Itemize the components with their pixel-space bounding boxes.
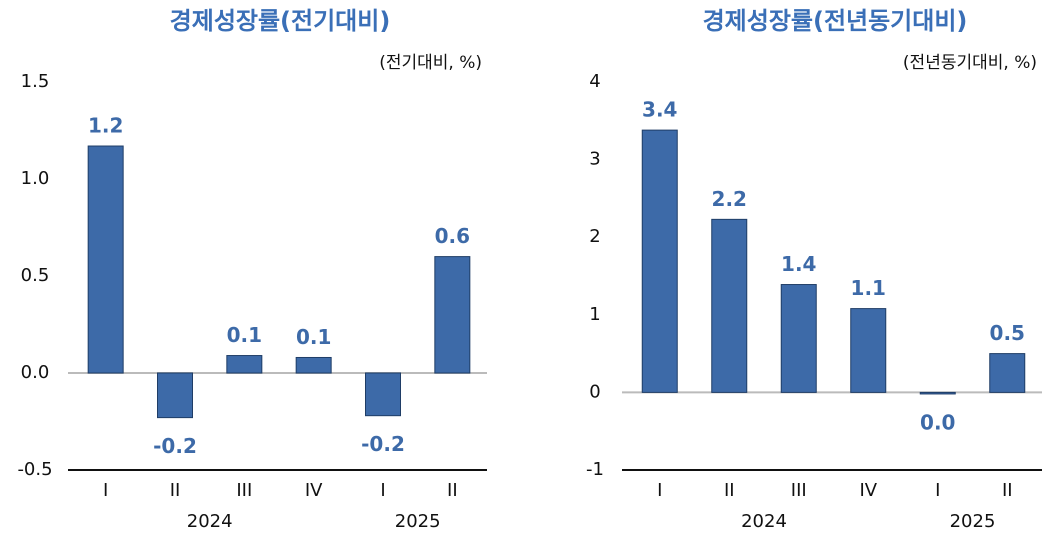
- y-tick-label: -1: [586, 459, 604, 480]
- bar: [780, 284, 817, 393]
- x-tick-label: I: [103, 480, 108, 501]
- data-label: 0.5: [990, 321, 1025, 345]
- x-group-label: 2024: [741, 511, 787, 532]
- x-tick-label: I: [657, 480, 662, 501]
- data-label: 1.2: [88, 114, 123, 138]
- x-tick-label: III: [236, 480, 252, 501]
- bar: [850, 308, 887, 393]
- bar: [87, 145, 124, 374]
- y-tick-label: 2: [589, 226, 600, 247]
- x-tick-label: IV: [305, 480, 323, 501]
- data-label: 1.1: [851, 276, 886, 300]
- x-tick-label: I: [935, 480, 940, 501]
- x-group-label: 2025: [395, 511, 441, 532]
- bar: [365, 372, 401, 417]
- bar: [295, 356, 332, 374]
- y-tick-label: 1.5: [21, 71, 50, 92]
- data-label: 0.1: [227, 323, 262, 347]
- y-tick-label: 1.0: [21, 168, 50, 189]
- x-tick-label: II: [170, 480, 181, 501]
- data-label: 0.0: [920, 410, 955, 434]
- x-tick-label: IV: [859, 480, 877, 501]
- x-tick-label: III: [791, 480, 807, 501]
- x-group-label: 2024: [187, 511, 233, 532]
- unit-label: (전년동기대비, %): [903, 53, 1037, 73]
- x-tick-label: II: [724, 480, 735, 501]
- x-group-label: 2025: [950, 511, 996, 532]
- unit-label: (전기대비, %): [379, 53, 482, 73]
- y-tick-label: 1: [589, 304, 600, 325]
- x-tick-label: II: [1002, 480, 1013, 501]
- bar: [711, 218, 748, 393]
- x-tick-label: II: [447, 480, 458, 501]
- y-tick-label: -0.5: [17, 459, 52, 480]
- bar: [641, 129, 678, 393]
- bar: [157, 372, 193, 419]
- chart-title: 경제성장률(전년동기대비): [703, 7, 968, 35]
- data-label: 0.6: [435, 224, 470, 248]
- data-label: -0.2: [153, 434, 197, 458]
- data-label: 3.4: [642, 98, 677, 122]
- y-tick-label: 3: [589, 149, 600, 170]
- x-tick-label: I: [380, 480, 385, 501]
- data-label: -0.2: [361, 432, 405, 456]
- y-tick-label: 0: [589, 381, 600, 402]
- data-label: 0.1: [296, 325, 331, 349]
- y-tick-label: 4: [589, 71, 600, 92]
- y-tick-label: 0.0: [21, 362, 50, 383]
- data-label: 2.2: [712, 187, 747, 211]
- bar: [226, 355, 263, 374]
- y-tick-label: 0.5: [21, 265, 50, 286]
- bar: [919, 391, 956, 395]
- chart-title: 경제성장률(전기대비): [170, 7, 391, 35]
- bar: [434, 256, 471, 374]
- bar: [989, 353, 1026, 393]
- data-label: 1.4: [781, 252, 816, 276]
